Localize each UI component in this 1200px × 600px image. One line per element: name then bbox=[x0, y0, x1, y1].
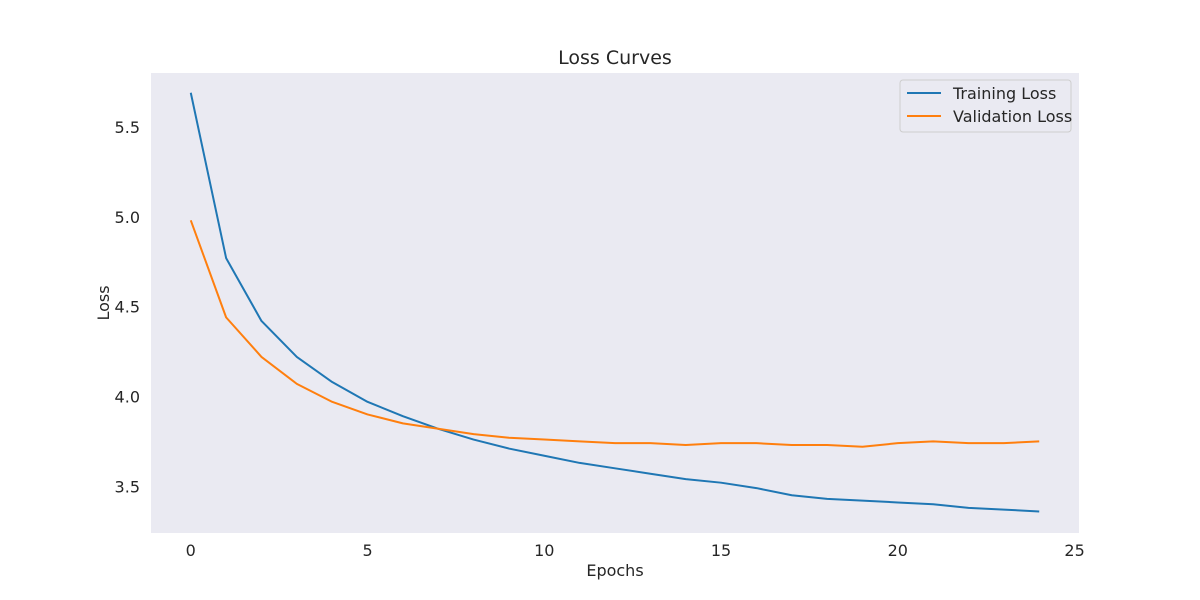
legend-frame bbox=[899, 79, 1072, 133]
plot-background bbox=[151, 73, 1079, 533]
legend-label-validation: Validation Loss bbox=[953, 107, 1072, 126]
validation-loss-line bbox=[189, 219, 1040, 448]
x-tick-label: 5 bbox=[362, 541, 372, 560]
x-tick-label: 25 bbox=[1064, 541, 1084, 560]
y-tick-label: 5.5 bbox=[115, 118, 140, 137]
y-tick-label: 5.0 bbox=[115, 208, 140, 227]
chart-title: Loss Curves bbox=[558, 47, 672, 69]
x-tick-label: 15 bbox=[711, 541, 731, 560]
legend: Training Loss Validation Loss bbox=[899, 79, 1072, 133]
training-loss-line bbox=[189, 92, 1040, 513]
x-axis-label: Epochs bbox=[586, 561, 643, 580]
x-tick-label: 10 bbox=[534, 541, 554, 560]
x-tick-label: 0 bbox=[186, 541, 196, 560]
y-axis-label: Loss bbox=[94, 285, 113, 320]
y-tick-labels: 3.5 4.0 4.5 5.0 5.5 bbox=[115, 118, 140, 496]
x-tick-labels: 0 5 10 15 20 25 bbox=[186, 541, 1085, 560]
y-tick-label: 4.0 bbox=[115, 387, 140, 406]
y-tick-label: 3.5 bbox=[115, 477, 140, 496]
y-tick-label: 4.5 bbox=[115, 298, 140, 317]
legend-label-training: Training Loss bbox=[952, 84, 1056, 103]
series-lines bbox=[189, 92, 1040, 513]
x-tick-label: 20 bbox=[888, 541, 908, 560]
